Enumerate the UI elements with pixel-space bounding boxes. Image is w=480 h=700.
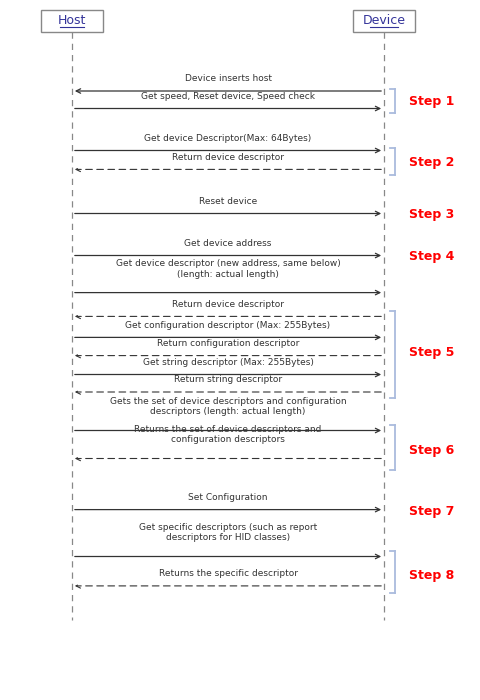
- Text: Get device address: Get device address: [184, 239, 272, 248]
- Text: Return configuration descriptor: Return configuration descriptor: [157, 339, 299, 348]
- Text: Step 6: Step 6: [409, 444, 454, 456]
- Text: Get speed, Reset device, Speed check: Get speed, Reset device, Speed check: [141, 92, 315, 101]
- Text: Get device descriptor (new address, same below)
(length: actual length): Get device descriptor (new address, same…: [116, 259, 340, 279]
- Text: Step 1: Step 1: [409, 95, 455, 108]
- Text: Returns the set of device descriptors and
configuration descriptors: Returns the set of device descriptors an…: [134, 425, 322, 444]
- Text: Return device descriptor: Return device descriptor: [172, 153, 284, 162]
- Text: Device: Device: [362, 15, 406, 27]
- Text: Step 8: Step 8: [409, 569, 454, 582]
- Text: Return string descriptor: Return string descriptor: [174, 375, 282, 384]
- Text: Step 5: Step 5: [409, 346, 455, 358]
- Text: Get string descriptor (Max: 255Bytes): Get string descriptor (Max: 255Bytes): [143, 358, 313, 367]
- Text: Reset device: Reset device: [199, 197, 257, 206]
- Text: Step 4: Step 4: [409, 251, 455, 263]
- Text: Returns the specific descriptor: Returns the specific descriptor: [158, 569, 298, 578]
- Text: Get specific descriptors (such as report
descriptors for HID classes): Get specific descriptors (such as report…: [139, 523, 317, 542]
- Text: Set Configuration: Set Configuration: [188, 493, 268, 502]
- Text: Step 3: Step 3: [409, 209, 454, 221]
- Bar: [353, 10, 415, 32]
- Text: Device inserts host: Device inserts host: [184, 74, 272, 83]
- Text: Get configuration descriptor (Max: 255Bytes): Get configuration descriptor (Max: 255By…: [125, 321, 331, 330]
- Text: Step 7: Step 7: [409, 505, 455, 517]
- Text: Get device Descriptor(Max: 64Bytes): Get device Descriptor(Max: 64Bytes): [144, 134, 312, 143]
- Bar: [41, 10, 103, 32]
- Text: Step 2: Step 2: [409, 156, 455, 169]
- Text: Return device descriptor: Return device descriptor: [172, 300, 284, 309]
- Text: Gets the set of device descriptors and configuration
descriptors (length: actual: Gets the set of device descriptors and c…: [110, 397, 346, 416]
- Text: Host: Host: [58, 15, 86, 27]
